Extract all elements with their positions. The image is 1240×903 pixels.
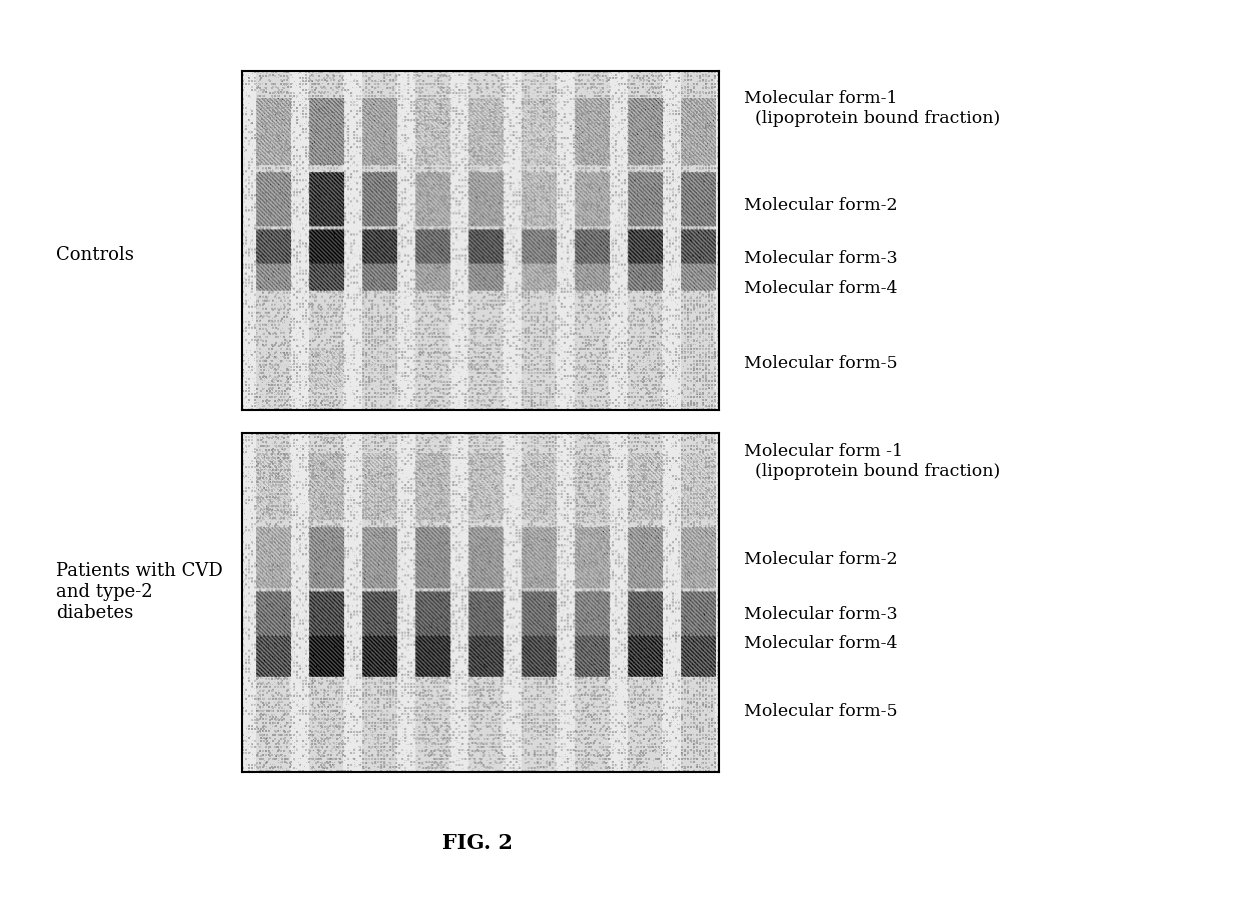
Text: Patients with CVD
and type-2
diabetes: Patients with CVD and type-2 diabetes [56, 562, 222, 621]
Text: Molecular form-4: Molecular form-4 [744, 280, 898, 297]
Text: Molecular form-2: Molecular form-2 [744, 197, 898, 214]
Text: FIG. 2: FIG. 2 [441, 832, 513, 852]
Text: Molecular form-3: Molecular form-3 [744, 605, 898, 622]
Text: Molecular form-5: Molecular form-5 [744, 355, 898, 372]
Text: Molecular form-2: Molecular form-2 [744, 551, 898, 568]
Text: Molecular form -1
  (lipoprotein bound fraction): Molecular form -1 (lipoprotein bound fra… [744, 442, 1001, 479]
Text: Molecular form-4: Molecular form-4 [744, 634, 898, 651]
Text: Controls: Controls [56, 246, 134, 264]
Text: Molecular form-3: Molecular form-3 [744, 250, 898, 267]
Text: Molecular form-5: Molecular form-5 [744, 703, 898, 720]
Text: Molecular form-1
  (lipoprotein bound fraction): Molecular form-1 (lipoprotein bound frac… [744, 90, 1001, 126]
